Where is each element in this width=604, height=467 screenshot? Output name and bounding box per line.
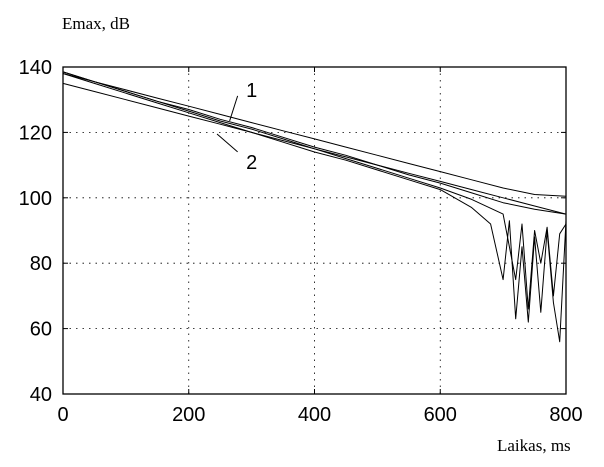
y-tick-label: 40 <box>30 384 52 406</box>
series-line-4 <box>62 73 567 343</box>
annotation-label: 2 <box>246 152 257 174</box>
annotation-leader-2 <box>216 133 238 153</box>
x-tick-label: 0 <box>57 404 68 426</box>
x-tick-label: 400 <box>298 404 331 426</box>
y-tick-label: 100 <box>19 188 52 210</box>
series-line-1 <box>62 71 567 197</box>
y-tick-label: 140 <box>19 57 52 79</box>
series-line-3 <box>62 73 567 310</box>
x-tick-label: 800 <box>549 404 582 426</box>
annotation-label: 1 <box>246 80 257 102</box>
series-line-5 <box>62 82 567 215</box>
y-tick-label: 60 <box>30 319 52 341</box>
x-axis-label: Laikas, ms <box>497 436 571 455</box>
x-tick-label: 600 <box>424 404 457 426</box>
annotation-leader-1 <box>229 95 239 122</box>
x-tick-label: 200 <box>172 404 205 426</box>
y-tick-label: 80 <box>30 253 52 275</box>
y-axis-label: Emax, dB <box>62 14 130 33</box>
y-tick-label: 120 <box>19 122 52 144</box>
